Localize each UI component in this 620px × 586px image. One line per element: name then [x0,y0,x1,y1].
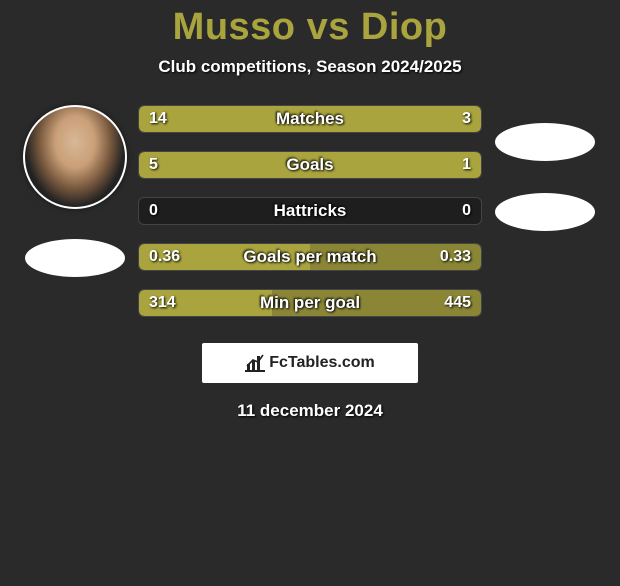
flag-left [25,239,125,277]
stat-value-left: 14 [139,106,177,132]
stat-value-right: 1 [452,152,481,178]
bar-segment-left [139,106,399,132]
comparison-row: 143Matches51Goals00Hattricks0.360.33Goal… [0,105,620,317]
stat-value-left: 0.36 [139,244,190,270]
flag-right-2 [495,193,595,231]
stat-label: Hattricks [274,201,347,221]
stat-value-left: 314 [139,290,186,316]
stat-value-left: 5 [139,152,168,178]
stat-row: 0.360.33Goals per match [138,243,482,271]
page-subtitle: Club competitions, Season 2024/2025 [0,57,620,77]
stat-row: 314445Min per goal [138,289,482,317]
stat-value-right: 445 [434,290,481,316]
stat-value-right: 3 [452,106,481,132]
stat-row: 0 0 Hattricks [138,197,482,225]
stat-value-left: 0 [139,198,168,224]
attribution-box: FcTables.com [202,343,418,383]
stat-row: 143Matches [138,105,482,133]
flag-right-1 [495,123,595,161]
avatar-left [23,105,127,209]
page-title: Musso vs Diop [0,6,620,49]
player-left-column [20,105,130,277]
stat-value-right: 0.33 [430,244,481,270]
stats-bars: 143Matches51Goals00Hattricks0.360.33Goal… [130,105,490,317]
stat-row: 51Goals [138,151,482,179]
player-right-column [490,105,600,231]
date-text: 11 december 2024 [0,401,620,421]
chart-icon [245,354,265,372]
attribution-text: FcTables.com [269,354,375,372]
stat-value-right: 0 [452,198,481,224]
bar-overlay: Hattricks [139,198,481,224]
bar-segment-full [139,152,481,178]
